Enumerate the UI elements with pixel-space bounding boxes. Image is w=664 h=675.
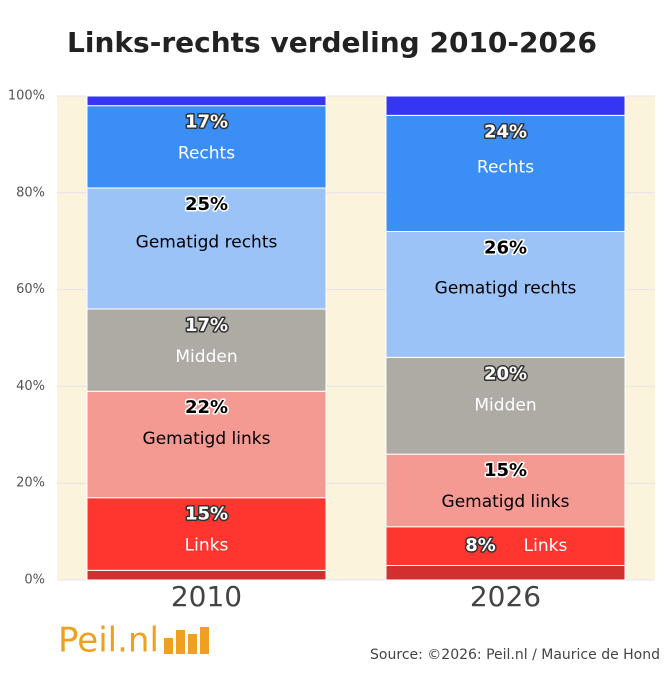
chart-title: Links-rechts verdeling 2010-2026: [67, 26, 597, 59]
segment-label: Midden: [175, 347, 237, 367]
y-tick-label: 40%: [16, 379, 45, 394]
segment-label: Gematigd links: [442, 492, 570, 512]
bar-segment: [385, 231, 626, 358]
bar-segment: [86, 390, 327, 499]
y-tick-label: 0%: [24, 573, 45, 588]
segment-label: Midden: [474, 395, 536, 415]
bar-segment: [385, 526, 626, 566]
value-label: 26%: [484, 238, 527, 259]
segment-label: Links: [185, 536, 229, 556]
x-tick-label: 2026: [470, 580, 541, 613]
value-label: 15%: [185, 504, 228, 525]
y-tick-label: 60%: [16, 282, 45, 297]
logo-icon: [164, 627, 209, 654]
value-label: 20%: [484, 363, 527, 384]
bar-segment: [86, 308, 327, 392]
y-tick-label: 80%: [16, 185, 45, 200]
bar-segment: [86, 497, 327, 571]
bar-segment: [385, 114, 626, 233]
value-label: 8%: [465, 535, 496, 556]
segment-label: Rechts: [178, 144, 235, 164]
value-label: 17%: [185, 315, 228, 336]
bar-segment: [385, 95, 626, 116]
value-label: 22%: [185, 397, 228, 418]
segment-label: Rechts: [477, 157, 534, 177]
bar-segment: [385, 453, 626, 528]
value-label: 25%: [185, 194, 228, 215]
segment-label: Gematigd rechts: [136, 232, 278, 252]
bar-segment: [86, 95, 327, 107]
segment-label: Gematigd rechts: [435, 278, 577, 298]
logo: Peil.nl: [58, 621, 159, 661]
value-label: 15%: [484, 460, 527, 481]
y-tick-label: 100%: [8, 89, 45, 104]
bar-segment: [86, 187, 327, 310]
value-label: 24%: [484, 121, 527, 142]
bar-segment: [86, 105, 327, 189]
value-label: 17%: [185, 112, 228, 133]
y-tick-label: 20%: [16, 476, 45, 491]
source: Source: ©2026: Peil.nl / Maurice de Hond: [370, 647, 660, 663]
x-tick-label: 2010: [171, 580, 242, 613]
segment-label: Gematigd links: [143, 429, 271, 449]
bar-segment: [86, 569, 327, 581]
bar-segment: [385, 564, 626, 581]
segment-label: Links: [524, 536, 568, 556]
